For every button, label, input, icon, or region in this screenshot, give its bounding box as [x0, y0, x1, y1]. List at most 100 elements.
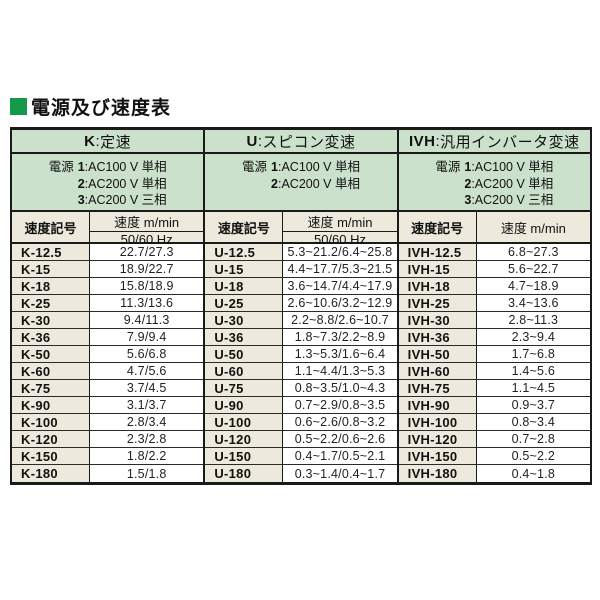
group-title-u: U: スピコン変速	[205, 130, 397, 154]
speed-value-cell: 1.8~7.3/2.2~8.9	[283, 329, 397, 345]
speed-value-cell: 3.6~14.7/4.4~17.9	[283, 278, 397, 294]
power-lines: 1:AC100 V 単相 2:AC200 V 単相 3:AC200 V 三相	[78, 159, 167, 210]
table-row: K-90 3.1/3.7	[12, 397, 204, 414]
table-row: K-12.5 22.7/27.3	[12, 244, 204, 261]
speed-value-cell: 1.7~6.8	[476, 346, 590, 362]
speed-value-cell: 3.4~13.6	[476, 295, 590, 311]
speed-header-group: 速度 m/min 50/60 Hz	[283, 212, 397, 247]
speed-unit-header: 速度 m/min	[500, 220, 566, 236]
table-group-u: U: スピコン変速 電源 1:AC100 V 単相 2:AC200 V 単相 速度記…	[203, 130, 397, 482]
table-row: IVH-120 0.7~2.8	[398, 431, 590, 448]
power-lines: 1:AC100 V 単相 2:AC200 V 単相 3:AC200 V 三相	[464, 159, 553, 210]
table-row: U-18 3.6~14.7/4.4~17.9	[205, 278, 397, 295]
speed-value-cell: 0.7~2.8	[476, 431, 590, 447]
speed-symbol-cell: K-120	[12, 431, 90, 447]
speed-symbol-cell: IVH-25	[398, 295, 477, 311]
table-row: IVH-12.5 6.8~27.3	[398, 244, 590, 261]
table-row: K-36 7.9/9.4	[12, 329, 204, 346]
speed-header-group: 速度 m/min	[477, 212, 590, 242]
power-row-k: 電源 1:AC100 V 単相 2:AC200 V 単相 3:AC200 V 三相	[12, 154, 204, 212]
speed-value-cell: 1.8/2.2	[90, 448, 204, 464]
speed-value-cell: 4.4~17.7/5.3~21.5	[283, 261, 397, 277]
data-rows-ivh: IVH-12.5 6.8~27.3 IVH-15 5.6~22.7 IVH-18 4.7~…	[398, 244, 590, 482]
speed-value-cell: 0.9~3.7	[476, 397, 590, 413]
group-sep: :	[435, 132, 441, 150]
table-row: U-150 0.4~1.7/0.5~2.1	[205, 448, 397, 465]
speed-symbol-cell: K-100	[12, 414, 90, 430]
speed-value-cell: 2.3/2.8	[90, 431, 204, 447]
speed-value-cell: 18.9/22.7	[90, 261, 204, 277]
column-header-k: 速度記号 速度 m/min 50/60 Hz	[12, 212, 204, 247]
table-row: K-15 18.9/22.7	[12, 261, 204, 278]
speed-value-cell: 5.3~21.2/6.4~25.8	[283, 244, 397, 260]
table-row: IVH-100 0.8~3.4	[398, 414, 590, 431]
group-name: 汎用インバータ変速	[440, 133, 580, 151]
speed-unit-header: 速度 m/min	[114, 215, 180, 230]
group-title-ivh: IVH: 汎用インバータ変速	[398, 130, 590, 154]
page-title-text: 電源及び速度表	[31, 98, 172, 119]
speed-value-cell: 5.6/6.8	[90, 346, 204, 362]
power-lines: 1:AC100 V 単相 2:AC200 V 単相	[271, 159, 360, 210]
speed-unit-header: 速度 m/min	[307, 215, 373, 230]
table-row: IVH-18 4.7~18.9	[398, 278, 590, 295]
table-row: K-100 2.8/3.4	[12, 414, 204, 431]
speed-symbol-cell: K-30	[12, 312, 90, 328]
speed-symbol-cell: U-36	[205, 329, 284, 345]
group-code: U	[246, 132, 258, 150]
speed-symbol-cell: U-120	[205, 431, 284, 447]
table-row: U-15 4.4~17.7/5.3~21.5	[205, 261, 397, 278]
speed-symbol-cell: U-50	[205, 346, 284, 362]
power-line: 2:AC200 V 単相	[464, 176, 554, 191]
speed-header-group: 速度 m/min 50/60 Hz	[90, 212, 204, 247]
speed-value-cell: 2.6~10.6/3.2~12.9	[283, 295, 397, 311]
table-row: IVH-90 0.9~3.7	[398, 397, 590, 414]
speed-symbol-cell: U-180	[205, 465, 284, 482]
table-row: IVH-150 0.5~2.2	[398, 448, 590, 465]
power-line: 3:AC200 V 三相	[77, 193, 167, 207]
speed-symbol-cell: IVH-50	[398, 346, 477, 362]
group-title-k: K: 定速	[12, 130, 204, 154]
speed-symbol-cell: U-25	[205, 295, 284, 311]
table-row: K-150 1.8/2.2	[12, 448, 204, 465]
speed-symbol-cell: IVH-15	[398, 261, 477, 277]
table-row: IVH-60 1.4~5.6	[398, 363, 590, 380]
speed-symbol-cell: U-150	[205, 448, 284, 464]
group-code: IVH	[408, 132, 436, 150]
speed-value-cell: 1.3~5.3/1.6~6.4	[283, 346, 397, 362]
speed-symbol-header: 速度記号	[205, 212, 284, 242]
power-line: 1:AC100 V 単相	[271, 160, 360, 174]
speed-value-cell: 1.5/1.8	[90, 465, 204, 482]
power-line: 1:AC100 V 単相	[464, 160, 554, 174]
table-row: IVH-180 0.4~1.8	[398, 465, 590, 482]
speed-value-cell: 0.8~3.5/1.0~4.3	[283, 380, 397, 396]
table-row: IVH-25 3.4~13.6	[398, 295, 590, 312]
speed-value-cell: 2.8/3.4	[90, 414, 204, 430]
speed-symbol-header: 速度記号	[12, 212, 90, 242]
speed-symbol-cell: IVH-100	[398, 414, 477, 430]
power-label: 電源	[435, 160, 461, 174]
speed-value-cell: 0.4~1.7/0.5~2.1	[283, 448, 397, 464]
power-line: 1:AC100 V 単相	[77, 160, 167, 174]
speed-symbol-cell: U-60	[205, 363, 284, 379]
power-line: 3:AC200 V 三相	[464, 193, 554, 207]
speed-symbol-cell: K-180	[12, 465, 90, 482]
table-row: U-180 0.3~1.4/0.4~1.7	[205, 465, 397, 482]
speed-symbol-cell: K-18	[12, 278, 90, 294]
speed-symbol-cell: U-12.5	[205, 244, 284, 260]
speed-value-cell: 11.3/13.6	[90, 295, 204, 311]
speed-value-cell: 0.8~3.4	[476, 414, 590, 430]
speed-value-cell: 3.1/3.7	[90, 397, 204, 413]
speed-symbol-cell: K-60	[12, 363, 90, 379]
power-label: 電源	[242, 160, 268, 174]
speed-value-cell: 6.8~27.3	[476, 244, 590, 260]
speed-value-cell: 5.6~22.7	[476, 261, 590, 277]
table-row: K-18 15.8/18.9	[12, 278, 204, 295]
speed-symbol-cell: IVH-36	[398, 329, 477, 345]
group-name: 定速	[100, 133, 132, 151]
speed-value-cell: 9.4/11.3	[90, 312, 204, 328]
speed-symbol-cell: K-150	[12, 448, 90, 464]
group-sep: :	[95, 132, 101, 150]
data-rows-u: U-12.5 5.3~21.2/6.4~25.8 U-15 4.4~17.7/5.3~…	[205, 244, 397, 482]
table-row: IVH-75 1.1~4.5	[398, 380, 590, 397]
speed-value-cell: 0.5~2.2	[476, 448, 590, 464]
